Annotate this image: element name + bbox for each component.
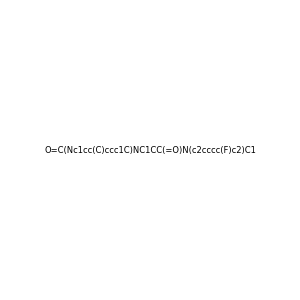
- Text: O=C(Nc1cc(C)ccc1C)NC1CC(=O)N(c2cccc(F)c2)C1: O=C(Nc1cc(C)ccc1C)NC1CC(=O)N(c2cccc(F)c2…: [44, 146, 256, 154]
